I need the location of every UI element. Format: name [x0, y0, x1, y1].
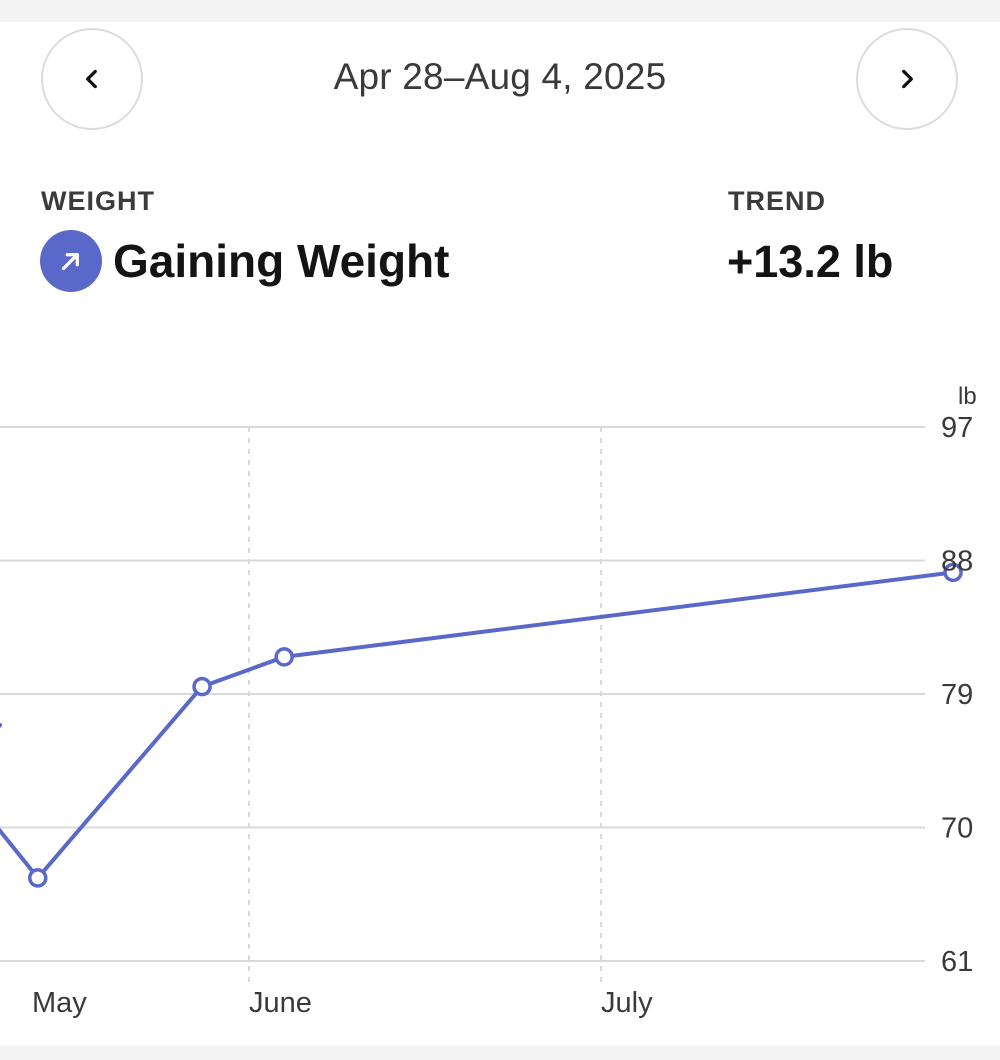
weight-status: Gaining Weight: [40, 230, 449, 292]
weight-series-line: [0, 570, 956, 880]
weight-trend-screen: Apr 28–Aug 4, 2025 WEIGHT TREND Gaining …: [0, 22, 1000, 1046]
weight-status-text: Gaining Weight: [113, 235, 450, 287]
y-tick-label: 88: [941, 546, 973, 578]
trend-label: TREND: [728, 186, 826, 216]
chevron-right-icon: [902, 69, 913, 89]
y-tick-label: 70: [941, 813, 973, 845]
weight-data-point[interactable]: [274, 647, 294, 667]
y-tick-label: 79: [941, 679, 973, 711]
x-tick-label: May: [32, 987, 87, 1019]
weight-data-point[interactable]: [28, 868, 48, 888]
y-tick-label: 97: [941, 412, 973, 444]
previous-period-button[interactable]: [41, 28, 143, 130]
chevron-left-icon: [86, 69, 97, 89]
x-tick-label: July: [601, 987, 653, 1019]
y-tick-label: 61: [941, 946, 973, 978]
trend-value: +13.2 lb: [727, 236, 894, 287]
weight-label: WEIGHT: [41, 186, 155, 216]
next-period-button[interactable]: [856, 28, 958, 130]
x-tick-label: June: [249, 987, 312, 1019]
weight-data-point[interactable]: [943, 562, 963, 583]
arrow-up-right-icon: [40, 230, 102, 292]
y-axis-unit-label: lb: [958, 383, 977, 410]
weight-line-chart: 97 88 79 70 61 lb May June July: [0, 383, 977, 1019]
weight-data-point[interactable]: [192, 676, 212, 697]
date-range-title: Apr 28–Aug 4, 2025: [333, 56, 667, 97]
